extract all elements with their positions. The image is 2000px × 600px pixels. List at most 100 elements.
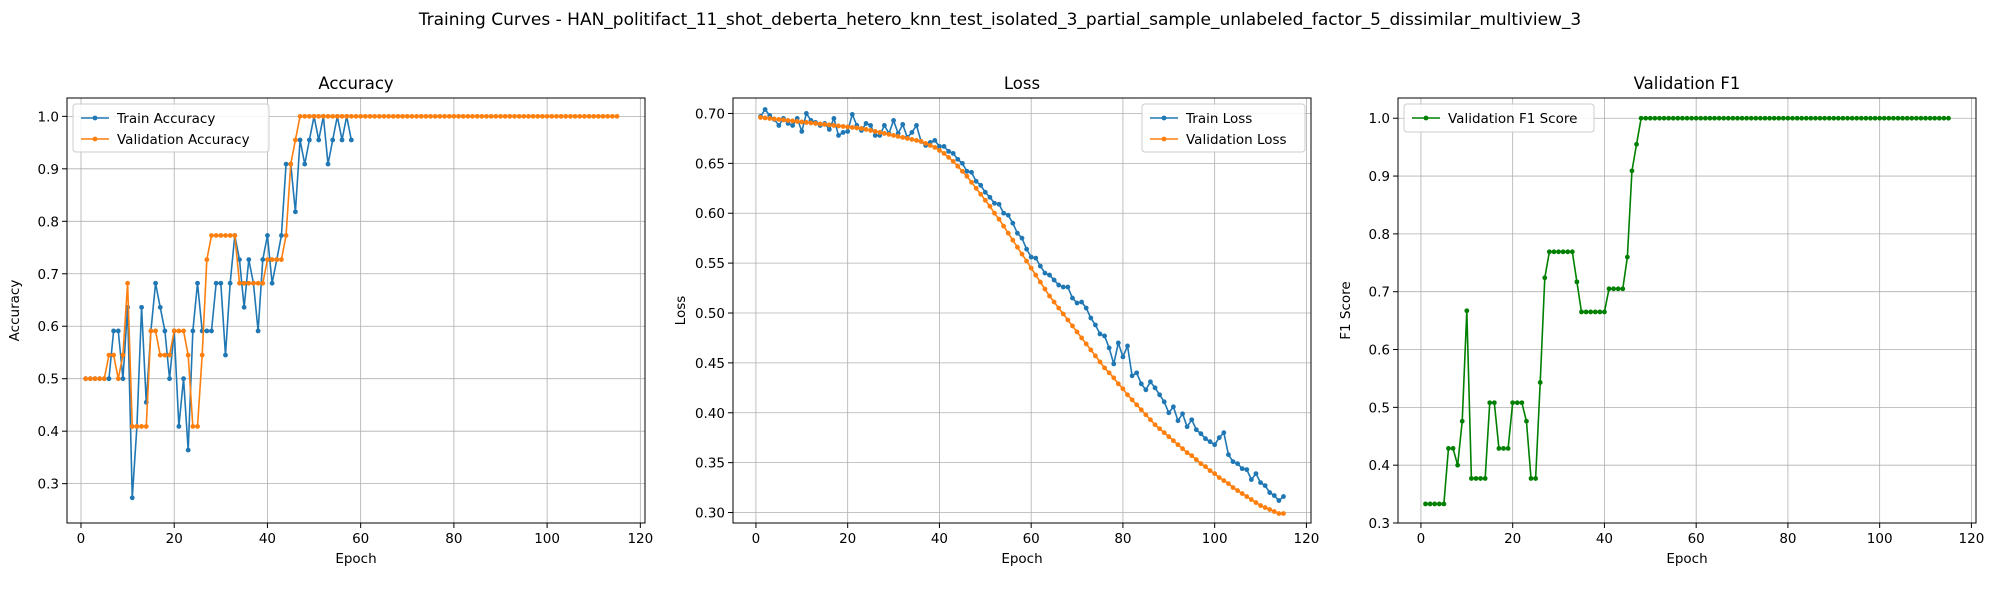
data-point xyxy=(1602,309,1607,315)
data-point xyxy=(1161,430,1167,436)
legend-box xyxy=(1141,103,1306,153)
data-point xyxy=(1056,282,1062,288)
data-point xyxy=(1670,115,1676,121)
data-point xyxy=(1441,501,1447,507)
data-point xyxy=(1129,397,1135,403)
data-point xyxy=(339,113,345,119)
data-point xyxy=(1835,115,1841,121)
data-point xyxy=(1753,115,1759,121)
data-point xyxy=(1088,347,1094,353)
data-point xyxy=(386,113,392,119)
data-point xyxy=(776,117,782,122)
data-point xyxy=(595,113,601,119)
data-point xyxy=(826,127,832,132)
data-point xyxy=(992,210,997,216)
data-point xyxy=(1180,446,1185,452)
data-point xyxy=(306,113,312,119)
data-point xyxy=(120,376,126,382)
data-point xyxy=(1748,115,1754,121)
data-point xyxy=(330,137,336,143)
x-tick-label: 120 xyxy=(1294,531,1320,547)
x-tick-label: 20 xyxy=(839,531,856,547)
data-point xyxy=(1193,427,1199,433)
data-point xyxy=(1262,505,1268,510)
data-point xyxy=(1102,365,1107,371)
y-tick-label: 0.35 xyxy=(695,456,725,472)
data-point xyxy=(1886,115,1892,121)
data-point xyxy=(129,424,135,429)
data-point xyxy=(1157,426,1163,432)
data-point xyxy=(845,129,851,134)
x-tick-label: 0 xyxy=(77,531,86,547)
data-point xyxy=(1152,385,1158,391)
data-point xyxy=(1643,115,1649,121)
data-point xyxy=(1780,115,1786,121)
data-point xyxy=(1569,249,1575,255)
data-point xyxy=(1019,251,1025,257)
data-point xyxy=(181,376,186,382)
data-point xyxy=(1180,411,1185,417)
data-point xyxy=(1010,237,1016,243)
data-point xyxy=(1551,249,1557,255)
data-point xyxy=(502,113,508,119)
data-point xyxy=(232,233,238,238)
data-point xyxy=(293,137,298,143)
legend-swatch-marker xyxy=(92,115,98,121)
data-point xyxy=(1877,115,1883,121)
x-tick-label: 60 xyxy=(352,531,369,547)
data-point xyxy=(1001,210,1007,216)
data-point xyxy=(605,113,611,119)
data-point xyxy=(1060,311,1066,317)
data-point xyxy=(1808,115,1814,121)
data-point xyxy=(950,158,956,164)
data-point xyxy=(964,168,970,174)
data-point xyxy=(1514,400,1520,406)
data-point xyxy=(1574,279,1580,285)
data-point xyxy=(1115,340,1121,346)
data-point xyxy=(246,257,252,262)
data-point xyxy=(106,352,112,358)
data-point xyxy=(1776,115,1782,121)
data-point xyxy=(423,113,429,119)
data-point xyxy=(255,280,261,286)
data-point xyxy=(840,124,846,129)
data-point xyxy=(1638,115,1644,121)
x-tick-label: 60 xyxy=(1688,531,1705,547)
y-tick-label: 0.8 xyxy=(38,214,59,230)
data-point xyxy=(932,138,938,143)
data-point xyxy=(1120,354,1126,360)
data-point xyxy=(353,113,359,119)
y-axis-label: F1 Score xyxy=(1338,281,1354,339)
data-point xyxy=(521,113,527,119)
x-tick-label: 100 xyxy=(1202,531,1228,547)
data-point xyxy=(955,163,961,169)
data-point xyxy=(223,233,228,238)
data-point xyxy=(1125,343,1130,349)
axes-frame xyxy=(1397,97,1977,524)
data-point xyxy=(982,189,988,195)
data-point xyxy=(1624,254,1630,260)
data-point xyxy=(493,113,499,119)
data-point xyxy=(120,352,126,358)
data-point xyxy=(1170,404,1176,410)
legend-box xyxy=(72,103,270,153)
data-point xyxy=(311,113,317,119)
data-point xyxy=(554,113,559,119)
data-point xyxy=(799,119,805,125)
data-point xyxy=(996,201,1002,207)
data-point xyxy=(432,113,438,119)
data-point xyxy=(586,113,592,119)
data-point xyxy=(1088,315,1094,321)
x-axis-label: Epoch xyxy=(1001,551,1042,567)
data-point xyxy=(1276,498,1282,503)
data-point xyxy=(840,130,846,135)
data-point xyxy=(474,113,480,119)
data-point xyxy=(1106,345,1112,351)
data-point xyxy=(904,136,910,141)
data-point xyxy=(237,257,242,262)
data-point xyxy=(1189,453,1195,459)
data-point xyxy=(358,113,364,119)
data-point xyxy=(1070,295,1075,301)
legend: Train Accuracy Validation Accuracy xyxy=(72,103,270,153)
